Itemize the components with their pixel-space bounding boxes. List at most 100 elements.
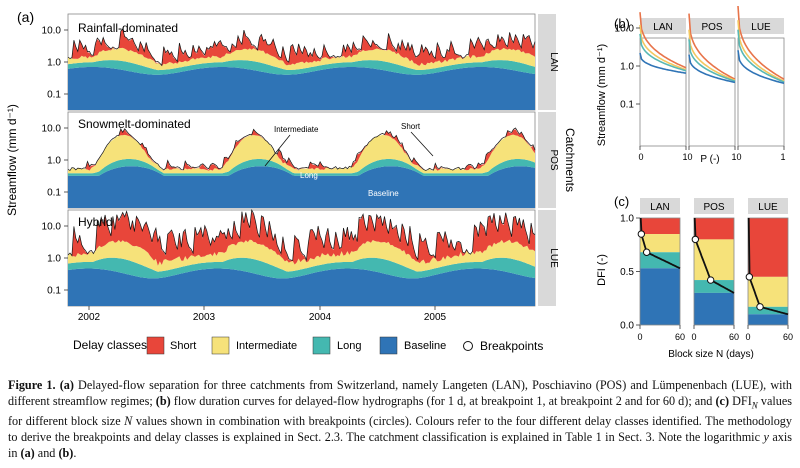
y-tick-label: 10.0: [615, 24, 635, 35]
annotation-short: Short: [401, 122, 434, 157]
caption-c-a: (a): [20, 446, 35, 461]
legend-label-breakpoints: Breakpoints: [480, 339, 543, 353]
legend-swatch-short: [146, 336, 165, 355]
fdc-line: [737, 5, 785, 80]
observed-streamflow-line: [67, 208, 536, 262]
dfi-band-short: [640, 218, 680, 235]
fdc-line: [688, 13, 736, 80]
area-short: [68, 211, 535, 266]
caption-c-y: y: [763, 430, 769, 445]
y-tick-label: 0.0: [620, 321, 634, 332]
dfi-band-long: [748, 306, 788, 315]
area-intermediate: [68, 239, 535, 272]
x-tick-label: 0: [736, 152, 741, 162]
strip-c-label: LUE: [758, 202, 778, 213]
x-tick-label: 2005: [424, 312, 447, 323]
dfi-band-intermediate: [640, 234, 680, 253]
area-short: [68, 29, 535, 67]
x-tick-label: 0: [691, 332, 696, 342]
panel-a-label: (a): [17, 9, 34, 25]
hydrograph-pos: [67, 127, 536, 208]
x-tick-label: 2004: [309, 312, 332, 323]
figure-1: (a) Streamflow (mm d⁻¹) Rainfall-dominat…: [5, 5, 793, 360]
y-tick-label: 0.1: [620, 100, 634, 111]
x-tick-label: 0: [637, 332, 642, 342]
caption-c-and: and: [34, 446, 59, 461]
x-tick-label: 60: [729, 332, 739, 342]
panel-b-xlabel: P (-): [700, 154, 719, 165]
y-tick-label: 0.1: [47, 90, 61, 101]
x-tick-label: 2002: [78, 312, 101, 323]
fdc-line: [639, 33, 687, 72]
fdc-line: [639, 12, 687, 69]
panel-c-ylabel: DFI (-): [596, 254, 608, 286]
y-tick-label: 10.0: [42, 26, 62, 37]
dfi-curve: [747, 217, 789, 316]
fdc-line: [688, 39, 736, 82]
dfi-curve: [693, 217, 735, 294]
caption-c-n: N: [124, 414, 133, 429]
legend: Delay classes Short Intermediate Long Ba…: [73, 336, 543, 355]
y-tick-label: 1.0: [47, 254, 61, 265]
panel-b-frame: [737, 37, 785, 147]
dfi-band-baseline: [640, 268, 680, 325]
panel-a-row-lue: Hybrid LUE: [67, 208, 559, 307]
x-tick-label: 0: [745, 332, 750, 342]
strip-pos: [538, 112, 556, 208]
legend-swatch-baseline: [379, 336, 398, 355]
y-tick-label: 10.0: [42, 222, 62, 233]
panel-a-ylabel: Streamflow (mm d⁻¹): [5, 104, 19, 216]
dfi-band-long: [694, 280, 734, 293]
caption-c-sub: N: [751, 400, 758, 411]
legend-swatch-intermediate: [211, 336, 230, 355]
y-tick-label: 10.0: [42, 124, 62, 135]
panel-a-xticks: 2002 2003 2004 2005: [78, 306, 447, 323]
strip-label-pos: POS: [548, 149, 559, 170]
breakpoint-1: [637, 230, 646, 238]
caption-c-end: .: [73, 446, 77, 461]
caption-fig-label: Figure 1.: [8, 378, 56, 392]
strip-label-lan: LAN: [548, 52, 559, 71]
legend-swatch-long: [312, 336, 331, 355]
x-tick-label: 1: [780, 152, 785, 162]
observed-streamflow-line: [67, 127, 536, 171]
breakpoint-1: [691, 235, 700, 244]
hydrograph-lue: [67, 208, 536, 306]
y-tick-label: 1.0: [47, 156, 61, 167]
strip-c-label: LAN: [650, 202, 669, 213]
strip-b: [738, 18, 784, 34]
dfi-band-intermediate: [694, 239, 734, 281]
annotation-intermediate-label: Intermediate: [274, 125, 319, 134]
row-title-lue: Hybrid: [78, 215, 113, 229]
caption-a-text: Delayed-flow separation for three catchm…: [8, 378, 792, 408]
strip-c: [640, 198, 680, 214]
x-tick-label: 0: [638, 152, 643, 162]
fdc-line: [737, 20, 785, 82]
y-tick-label: 1.0: [620, 214, 634, 225]
area-baseline: [68, 67, 535, 110]
strip-b-label: LUE: [751, 22, 771, 33]
panel-c-xlabel: Block size N (days): [668, 349, 754, 360]
fdc-line: [688, 29, 736, 82]
panel-a-row-lan: Rainfall-dominated LAN: [67, 13, 559, 111]
caption-c-b: (b): [58, 446, 74, 461]
annotation-short-pointer: [410, 131, 434, 157]
breakpoint-1: [745, 273, 754, 281]
caption-c-text2: values for different block size: [8, 394, 793, 429]
strip-b: [689, 18, 735, 34]
figure-caption: Figure 1. (a) Delayed-flow separation fo…: [8, 377, 792, 461]
legend-title: Delay classes: [73, 338, 147, 352]
legend-breakpoint-marker: [463, 341, 473, 351]
strip-b: [640, 18, 686, 34]
caption-b-text: flow duration curves for delayed-flow hy…: [170, 394, 716, 408]
panel-b-label: (b): [614, 16, 630, 31]
y-tick-label: 1.0: [47, 58, 61, 69]
y-tick-label: 0.1: [47, 286, 61, 297]
panel-b-ylabel: Streamflow (mm d⁻¹): [596, 44, 608, 146]
legend-label-intermediate: Intermediate: [236, 340, 297, 352]
area-baseline: [68, 166, 535, 208]
panel-c-frame: [693, 217, 735, 326]
area-long: [68, 158, 535, 176]
strip-b-label: POS: [701, 22, 722, 33]
